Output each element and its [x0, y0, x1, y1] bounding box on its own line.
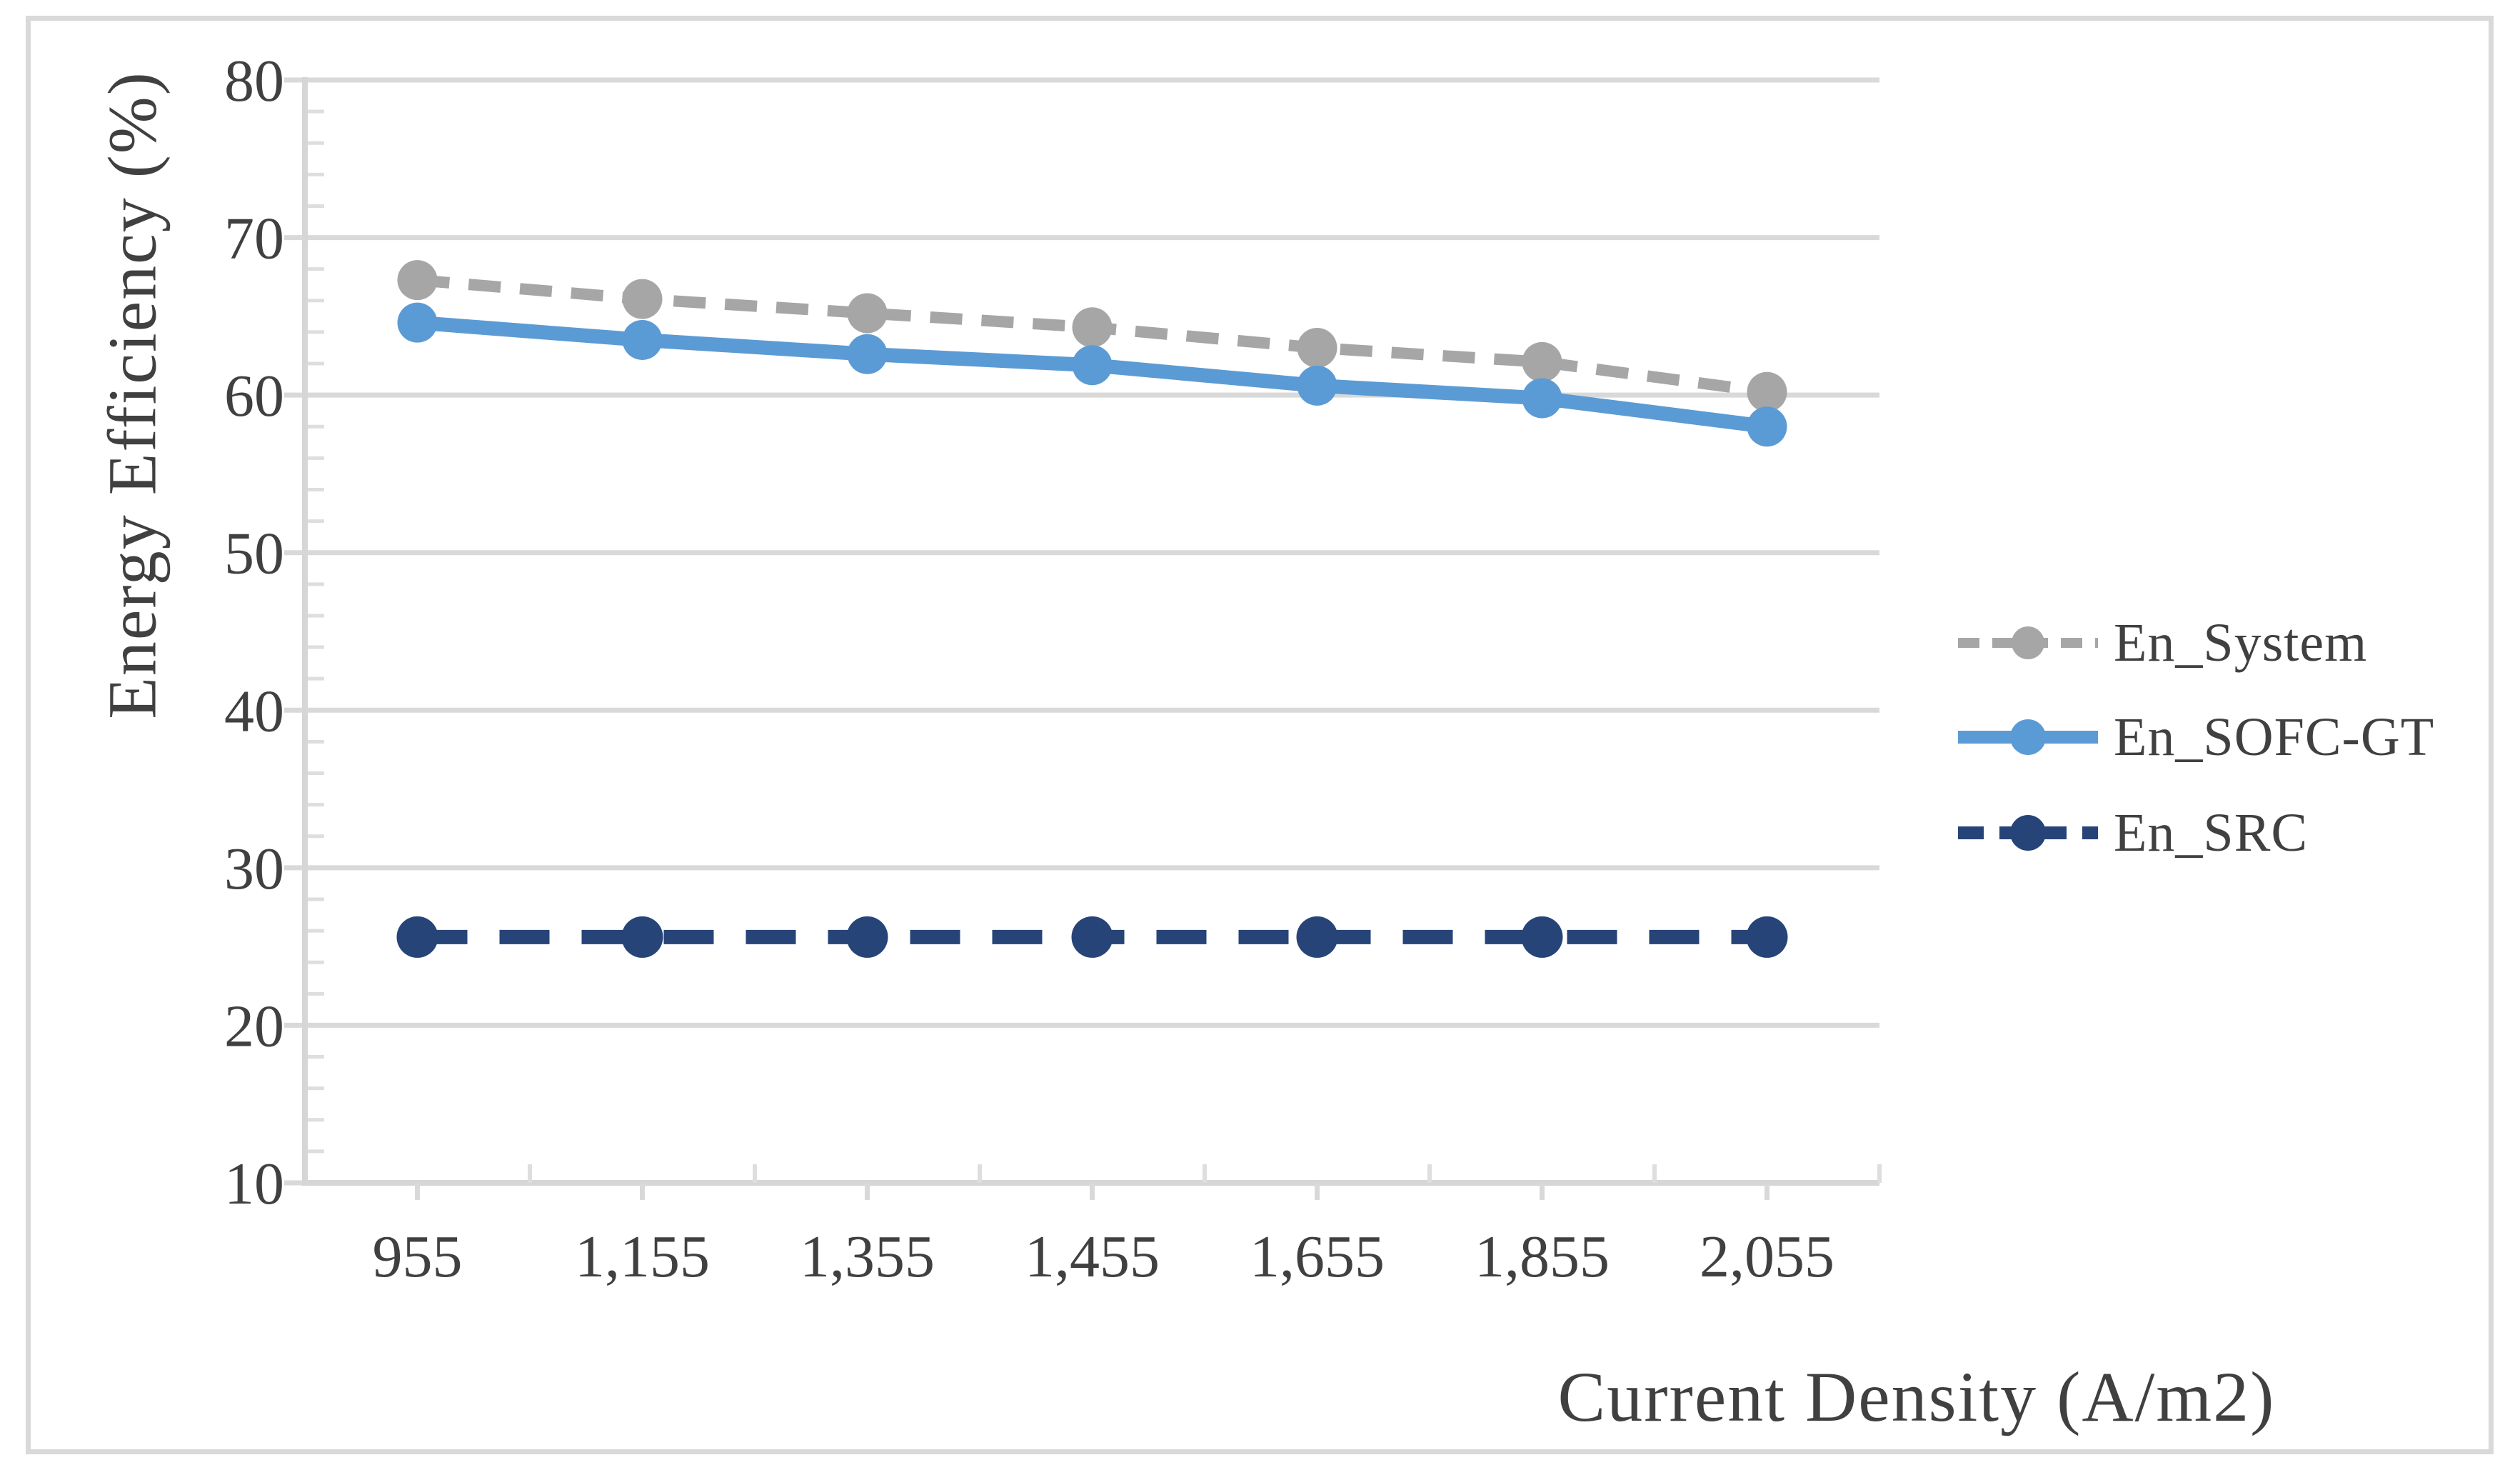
data-point-En_SRC — [396, 916, 438, 958]
legend-line-sample — [1958, 815, 2098, 851]
data-point-En_SOFC-GT — [847, 334, 888, 374]
x-tick-label: 1,855 — [1475, 1224, 1610, 1290]
data-point-En_SRC — [1296, 916, 1338, 958]
y-tick-label: 10 — [224, 1151, 284, 1217]
data-point-En_SOFC-GT — [1747, 406, 1787, 447]
y-tick-label: 20 — [224, 993, 284, 1059]
x-tick-label: 1,655 — [1250, 1224, 1385, 1290]
data-point-En_SOFC-GT — [622, 319, 663, 360]
data-point-En_System — [1072, 307, 1113, 348]
y-tick-label: 80 — [224, 48, 284, 114]
y-tick-label: 70 — [224, 206, 284, 272]
data-point-En_SOFC-GT — [397, 302, 438, 343]
legend-item-en-sofc-gt: En_SOFC-GT — [1957, 706, 2435, 767]
data-point-En_SOFC-GT — [1522, 378, 1562, 419]
x-tick-label: 955 — [373, 1224, 463, 1290]
data-point-En_System — [622, 279, 663, 319]
data-point-En_SOFC-GT — [1072, 345, 1113, 386]
x-axis-title: Current Density (A/m2) — [1557, 1357, 2276, 1436]
y-tick-label: 30 — [224, 836, 284, 902]
x-tick-label: 1,355 — [800, 1224, 935, 1290]
data-point-En_System — [1522, 341, 1562, 382]
data-point-En_SRC — [846, 916, 888, 958]
data-point-En_SRC — [1746, 916, 1788, 958]
y-tick-label: 60 — [224, 363, 284, 429]
legend-sample-marker — [2010, 719, 2046, 755]
x-tick-label: 1,455 — [1025, 1224, 1160, 1290]
y-tick-label: 50 — [224, 521, 284, 587]
legend-label: En_SOFC-GT — [2114, 706, 2435, 767]
data-point-En_SRC — [1071, 916, 1113, 958]
legend-label: En_SRC — [2114, 802, 2309, 863]
legend-sample-marker — [2012, 626, 2044, 659]
legend-item-en-src: En_SRC — [1957, 802, 2309, 863]
legend-sample-marker — [2010, 815, 2046, 851]
data-point-En_SRC — [1521, 916, 1563, 958]
legend-item-en-system: En_System — [1957, 612, 2368, 673]
data-point-En_System — [1297, 327, 1337, 368]
legend-label: En_System — [2114, 612, 2368, 673]
legend-line-sample — [1958, 626, 2098, 659]
legend-line-sample — [1958, 719, 2098, 755]
data-point-En_SOFC-GT — [1297, 365, 1337, 406]
y-axis-title: Energy Efficiency (%) — [94, 71, 171, 719]
data-point-En_System — [1747, 371, 1787, 412]
x-tick-label: 2,055 — [1700, 1224, 1834, 1290]
y-tick-label: 40 — [224, 678, 284, 744]
x-tick-label: 1,155 — [575, 1224, 710, 1290]
data-point-En_SRC — [621, 916, 663, 958]
data-point-En_System — [847, 293, 888, 334]
data-point-En_System — [397, 260, 438, 301]
